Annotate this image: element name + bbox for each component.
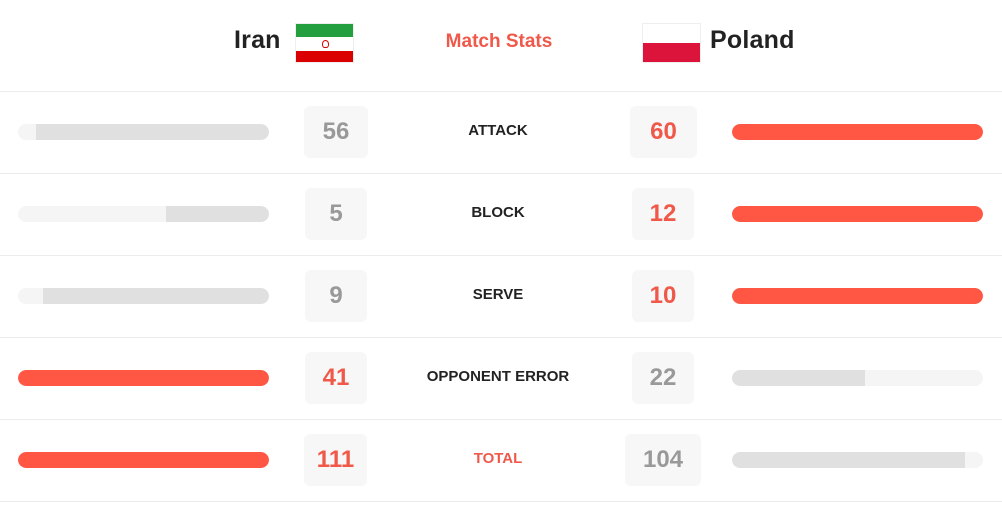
away-value: 22 [632,352,694,404]
home-bar-fill [166,206,269,222]
away-bar-fill [732,124,983,140]
away-team-name: Poland [710,26,795,54]
home-bar [18,288,269,304]
home-value: 9 [305,270,367,322]
home-bar [18,206,269,222]
home-value: 111 [304,434,367,486]
home-team-name: Iran [234,26,281,54]
away-bar [732,452,983,468]
iran-flag-icon [295,23,354,63]
home-bar-fill [18,370,269,386]
stat-row-attack: 56 ATTACK 60 [0,92,1002,174]
stat-label: OPPONENT ERROR [426,368,570,385]
home-value: 41 [305,352,367,404]
away-value: 12 [632,188,694,240]
home-bar [18,124,269,140]
home-value: 56 [304,106,368,158]
away-value: 10 [632,270,694,322]
stat-row-serve: 9 SERVE 10 [0,256,1002,338]
away-bar-fill [732,452,966,468]
stat-row-opponent-error: 41 OPPONENT ERROR 22 [0,338,1002,420]
away-bar [732,370,983,386]
away-value: 104 [625,434,701,486]
stat-label: BLOCK [471,204,525,221]
stat-label: TOTAL [473,450,523,467]
away-bar-fill [732,370,866,386]
home-value: 5 [305,188,367,240]
stat-row-total: 111 TOTAL 104 [0,420,1002,502]
home-bar-fill [35,124,269,140]
home-bar [18,452,269,468]
stat-label: ATTACK [468,122,528,139]
away-bar-fill [732,206,983,222]
stat-label: SERVE [472,286,524,303]
home-bar-fill [18,452,269,468]
away-value: 60 [630,106,697,158]
away-bar-fill [732,288,983,304]
poland-flag-icon [642,23,701,63]
stat-row-block: 5 BLOCK 12 [0,174,1002,256]
home-bar [18,370,269,386]
away-bar [732,206,983,222]
page-title: Match Stats [445,31,553,52]
away-bar [732,288,983,304]
away-bar [732,124,983,140]
match-stats-header: Iran Match Stats Poland [0,0,1002,92]
home-bar-fill [43,288,269,304]
